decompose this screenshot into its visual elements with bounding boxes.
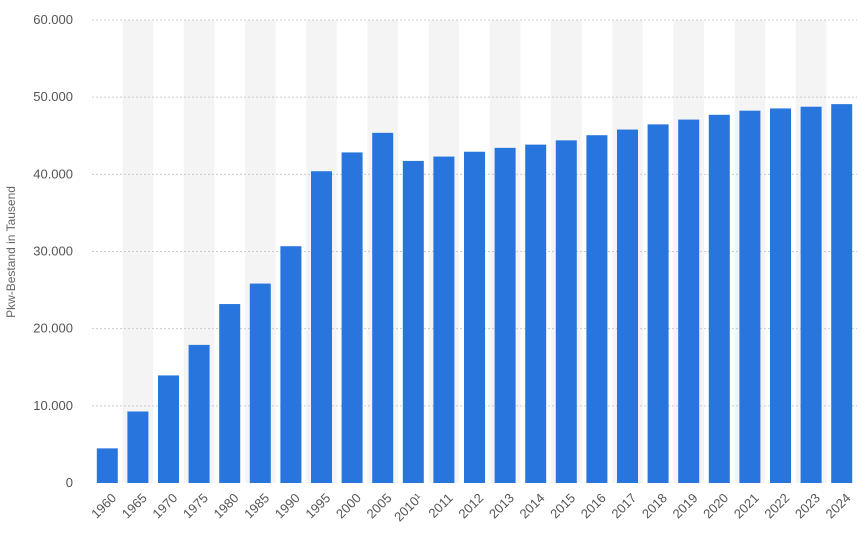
bar-1995[interactable] bbox=[311, 171, 332, 483]
x-tick-label: 1975 bbox=[180, 490, 211, 521]
bar-2016[interactable] bbox=[586, 135, 608, 483]
bar-2013[interactable] bbox=[494, 147, 516, 484]
y-tick-label: 60.000 bbox=[33, 12, 73, 27]
y-tick-label: 40.000 bbox=[33, 166, 73, 181]
bar-2005[interactable] bbox=[372, 132, 394, 483]
bar-2010[interactable] bbox=[402, 160, 424, 484]
x-tick-label: 1970 bbox=[149, 490, 180, 521]
x-tick-label: 1980 bbox=[211, 490, 242, 521]
x-tick-label: 2023 bbox=[792, 490, 823, 521]
x-tick-label: 2019 bbox=[670, 490, 701, 521]
bar-1980[interactable] bbox=[219, 304, 241, 483]
x-tick-label: 2018 bbox=[639, 490, 670, 521]
x-tick-label: 1960 bbox=[88, 490, 119, 521]
x-tick-label: 2021 bbox=[731, 490, 762, 521]
x-tick-label: 2016 bbox=[578, 490, 609, 521]
x-tick-label: 2020 bbox=[700, 490, 731, 521]
bar-2024[interactable] bbox=[831, 104, 853, 483]
bar-2018[interactable] bbox=[647, 124, 669, 484]
x-tick-label: 1965 bbox=[119, 490, 150, 521]
x-tick-label: 2015 bbox=[547, 490, 578, 521]
bar-2020[interactable] bbox=[708, 114, 730, 483]
bar-1990[interactable] bbox=[280, 246, 302, 483]
x-tick-label: 2011 bbox=[425, 490, 455, 520]
bar-1985[interactable] bbox=[249, 283, 271, 483]
x-tick-label: 2024 bbox=[823, 490, 854, 521]
y-tick-label: 50.000 bbox=[33, 89, 73, 104]
x-axis-ticks: 1960 1965 1970 1975 1980 1985 1990 1995 2000 2005… bbox=[88, 490, 853, 525]
bar-2011[interactable] bbox=[433, 156, 455, 483]
x-tick-label: 2000 bbox=[333, 490, 364, 521]
bar-2023[interactable] bbox=[800, 106, 822, 484]
y-tick-label: 10.000 bbox=[33, 398, 73, 413]
x-tick-label: 2013 bbox=[486, 490, 517, 521]
bar-2014[interactable] bbox=[525, 144, 547, 483]
x-tick-label: 2010¹ bbox=[391, 490, 426, 525]
bar-1975[interactable] bbox=[188, 344, 210, 483]
bar-1970[interactable] bbox=[158, 375, 179, 483]
bar-2000[interactable] bbox=[341, 152, 363, 484]
x-tick-label: 1990 bbox=[272, 490, 303, 521]
bar-2012[interactable] bbox=[464, 151, 485, 484]
bar-1960[interactable] bbox=[96, 448, 118, 483]
x-tick-label: 2017 bbox=[608, 490, 639, 521]
x-tick-label: 2012 bbox=[455, 490, 486, 521]
y-tick-label: 0 bbox=[66, 475, 73, 490]
x-tick-label: 1985 bbox=[241, 490, 272, 521]
bar-2017[interactable] bbox=[617, 129, 638, 484]
bars bbox=[96, 104, 853, 484]
bar-2022[interactable] bbox=[770, 108, 791, 484]
y-tick-label: 20.000 bbox=[33, 321, 73, 336]
x-tick-label: 2005 bbox=[364, 490, 395, 521]
y-axis-title: Pkw-Bestand in Tausend bbox=[4, 186, 18, 318]
x-tick-label: 2022 bbox=[761, 490, 792, 521]
y-tick-label: 30.000 bbox=[33, 244, 73, 259]
x-tick-label: 1995 bbox=[302, 490, 333, 521]
y-axis-ticks: 0 10.000 20.000 30.000 40.000 50.000 60.000 bbox=[33, 12, 73, 490]
bar-1965[interactable] bbox=[127, 411, 149, 483]
bar-2015[interactable] bbox=[555, 140, 577, 484]
bar-2021[interactable] bbox=[739, 110, 761, 484]
bar-2019[interactable] bbox=[678, 119, 700, 483]
x-tick-label: 2014 bbox=[517, 490, 548, 521]
